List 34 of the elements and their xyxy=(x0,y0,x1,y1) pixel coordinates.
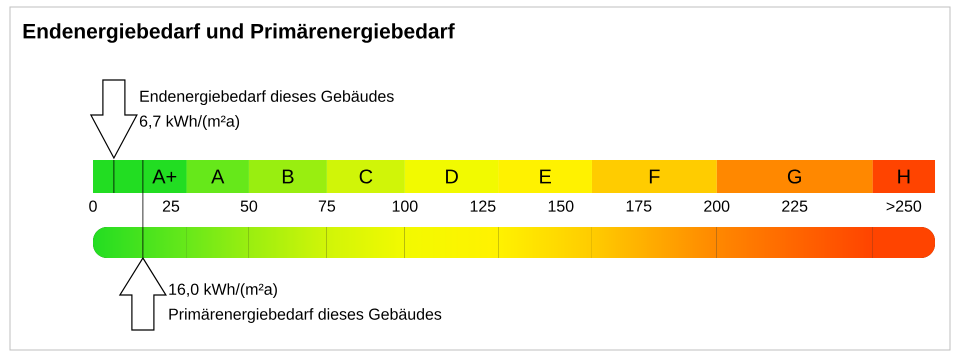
x-tick-label: 225 xyxy=(782,200,808,212)
bar xyxy=(498,160,592,193)
x-tick-label: 75 xyxy=(318,200,336,212)
ref-line-label: 16,0 kWh/(m²a) xyxy=(169,283,277,298)
x-tick-label: 50 xyxy=(240,200,258,212)
bar xyxy=(872,160,936,193)
bar xyxy=(404,160,498,193)
ref-line-label: 6,7 kWh/(m²a) xyxy=(140,115,240,130)
series-label: A+ xyxy=(152,170,176,184)
series-label: B xyxy=(282,170,294,184)
series-label: F xyxy=(650,170,660,184)
x-tick-label: 200 xyxy=(704,200,730,212)
series-label: C xyxy=(360,169,372,184)
x-tick-label: 150 xyxy=(548,200,574,212)
text: Endenergiebedarf dieses Gebäudes xyxy=(140,90,394,106)
x-tick-label: 175 xyxy=(626,200,652,212)
bar xyxy=(716,160,873,193)
bar xyxy=(592,160,717,193)
x-tick-label: 125 xyxy=(470,200,496,212)
x-tick-label: >250 xyxy=(886,200,922,212)
text: Primärenergiebedarf dieses Gebäudes xyxy=(169,308,442,323)
bar xyxy=(248,160,327,193)
series-label: A xyxy=(211,170,224,184)
bar xyxy=(326,160,405,193)
series-label: G xyxy=(788,169,801,184)
bar xyxy=(93,160,187,193)
x-tick-label: 100 xyxy=(392,200,418,212)
bar xyxy=(186,160,249,193)
x-tick-label: 25 xyxy=(162,200,180,212)
series-label: D xyxy=(446,170,458,184)
x-tick-label: 0 xyxy=(89,200,97,212)
series-label: E xyxy=(540,170,551,184)
series-label: H xyxy=(898,170,910,184)
chart-title: Endenergiebedarf und Primärenergiebedarf xyxy=(24,23,455,43)
